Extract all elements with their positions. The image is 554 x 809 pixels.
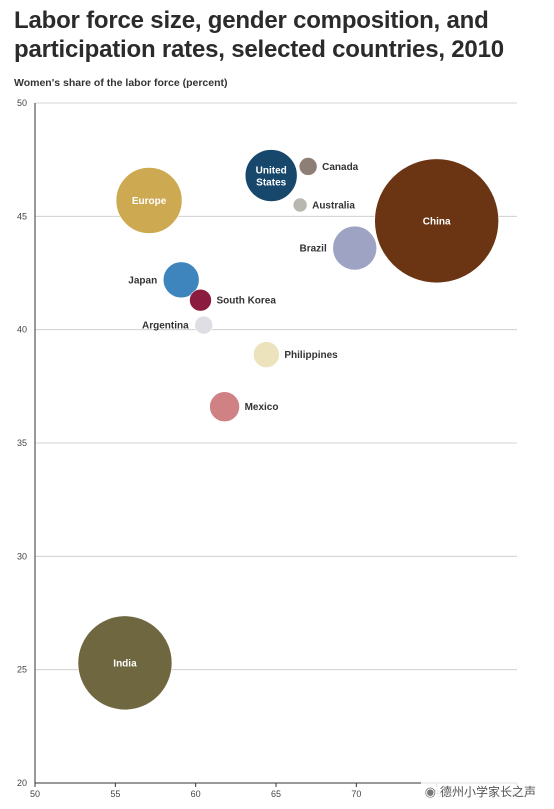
bubble-brazil bbox=[332, 225, 378, 271]
bubble-mexico bbox=[209, 391, 240, 423]
x-tick-label: 65 bbox=[271, 789, 281, 799]
label-philippines: Philippines bbox=[284, 350, 338, 361]
label-south-korea: South Korea bbox=[216, 296, 276, 307]
bubble-japan bbox=[162, 261, 200, 299]
y-tick-label: 50 bbox=[17, 98, 27, 108]
x-tick-label: 60 bbox=[191, 789, 201, 799]
bubble-india bbox=[77, 615, 173, 711]
y-tick-label: 20 bbox=[17, 778, 27, 788]
watermark-text: 德州小学家长之声 bbox=[439, 785, 536, 799]
y-axis-label: Women's share of the labor force (percen… bbox=[14, 77, 228, 89]
label-mexico: Mexico bbox=[245, 402, 279, 413]
bubble-canada bbox=[298, 157, 318, 176]
bubble-united-states bbox=[244, 149, 298, 202]
label-europe: Europe bbox=[132, 196, 167, 207]
watermark: ◉ 德州小学家长之声 bbox=[420, 782, 540, 801]
label-china: China bbox=[423, 216, 451, 227]
chart-title: Labor force size, gender composition, an… bbox=[14, 7, 504, 63]
y-tick-label: 30 bbox=[17, 551, 27, 561]
y-tick-label: 40 bbox=[17, 325, 27, 335]
bubble-philippines bbox=[253, 341, 280, 368]
x-tick-label: 55 bbox=[110, 789, 120, 799]
label-canada: Canada bbox=[322, 162, 359, 173]
y-tick-label: 45 bbox=[17, 211, 27, 221]
label-brazil: Brazil bbox=[299, 244, 326, 255]
wechat-icon: ◉ bbox=[424, 783, 436, 799]
label-japan: Japan bbox=[128, 275, 157, 286]
bubble-argentina bbox=[194, 315, 213, 335]
label-australia: Australia bbox=[312, 201, 355, 212]
label-india: India bbox=[113, 658, 137, 669]
x-tick-label: 70 bbox=[351, 789, 361, 799]
bubble-china bbox=[374, 158, 499, 284]
label-argentina: Argentina bbox=[142, 321, 189, 332]
bubble-australia bbox=[292, 197, 308, 213]
y-tick-label: 25 bbox=[17, 665, 27, 675]
bubble-south-korea bbox=[189, 288, 212, 312]
y-tick-label: 35 bbox=[17, 438, 27, 448]
label-united-states: United States bbox=[256, 166, 287, 189]
bubble-europe bbox=[115, 167, 183, 234]
x-tick-label: 50 bbox=[30, 789, 40, 799]
